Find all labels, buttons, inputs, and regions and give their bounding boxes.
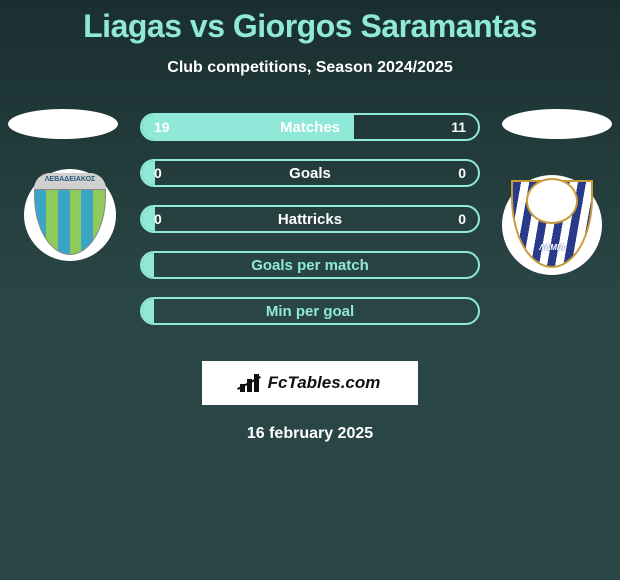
stat-left-value [142, 253, 154, 277]
player-photo-left-placeholder [8, 109, 118, 139]
stat-left-value: 19 [142, 115, 354, 139]
club-badge-right-text: ΛΑΜΙΑ [513, 243, 591, 252]
stat-label: Goals [142, 161, 478, 185]
player-photo-right-placeholder [502, 109, 612, 139]
club-badge-right: ΛΑΜΙΑ [502, 175, 602, 275]
stat-right-value: 0 [458, 207, 478, 231]
club-badge-left-text: ΛΕΒΑΔΕΙΑΚΟΣ [34, 173, 106, 189]
stat-label: Goals per match [142, 253, 478, 277]
page-title: Liagas vs Giorgos Saramantas [0, 0, 620, 45]
watermark-text: FcTables.com [268, 373, 381, 393]
stat-row: Goals per match [140, 251, 480, 279]
stat-row: 0Goals0 [140, 159, 480, 187]
stat-row: 0Hattricks0 [140, 205, 480, 233]
club-badge-left: ΛΕΒΑΔΕΙΑΚΟΣ [24, 169, 116, 261]
stat-right-value: 11 [451, 115, 478, 139]
stat-row: Min per goal [140, 297, 480, 325]
stat-row: 19Matches11 [140, 113, 480, 141]
watermark[interactable]: FcTables.com [202, 361, 418, 405]
stat-label: Min per goal [142, 299, 478, 323]
stat-label: Hattricks [142, 207, 478, 231]
stat-left-value: 0 [142, 161, 155, 185]
stat-right-value: 0 [458, 161, 478, 185]
stat-left-value [142, 299, 154, 323]
subtitle: Club competitions, Season 2024/2025 [0, 59, 620, 77]
stat-left-value: 0 [142, 207, 155, 231]
chart-icon [240, 374, 262, 392]
stats-bars: 19Matches110Goals00Hattricks0Goals per m… [140, 113, 480, 343]
comparison-panel: ΛΕΒΑΔΕΙΑΚΟΣ ΛΑΜΙΑ 19Matches110Goals00Hat… [0, 113, 620, 353]
date-label: 16 february 2025 [0, 425, 620, 443]
